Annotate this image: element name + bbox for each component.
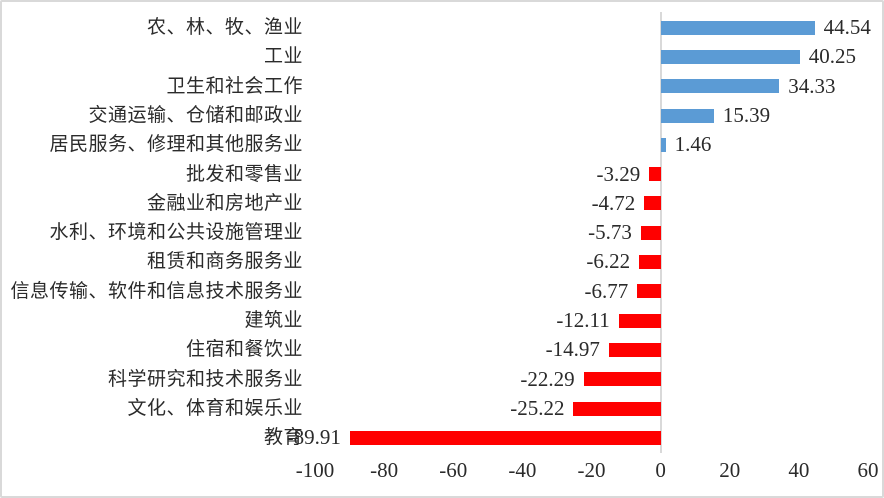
value-label: -3.29 bbox=[596, 161, 641, 186]
value-label: -6.22 bbox=[586, 249, 631, 274]
negative-bar bbox=[644, 196, 661, 211]
category-label: 住宿和餐饮业 bbox=[185, 339, 303, 361]
x-tick-label: -20 bbox=[577, 458, 606, 482]
category-label: 交通运输、仓储和邮政业 bbox=[88, 104, 303, 126]
bar-row: 住宿和餐饮业 -14.97 bbox=[2, 335, 882, 364]
category-label: 工业 bbox=[263, 46, 303, 68]
category-label: 建筑业 bbox=[244, 310, 303, 331]
bar-row: 交通运输、仓储和邮政业 15.39 bbox=[2, 101, 882, 130]
value-label: 34.33 bbox=[788, 73, 836, 98]
value-label: 40.25 bbox=[808, 44, 856, 69]
value-label: 44.54 bbox=[823, 15, 871, 39]
category-label: 金融业和房地产业 bbox=[146, 192, 303, 214]
bar-row: 建筑业 -12.11 bbox=[2, 306, 882, 335]
negative-bar bbox=[573, 401, 661, 416]
value-label: -25.22 bbox=[510, 395, 565, 420]
negative-bar bbox=[608, 342, 661, 357]
x-tick-label: 40 bbox=[788, 458, 810, 482]
value-label: -4.72 bbox=[591, 190, 636, 215]
positive-bar bbox=[660, 49, 800, 64]
bar-row: 工业 40.25 bbox=[2, 42, 882, 71]
x-tick-label: 0 bbox=[655, 458, 666, 482]
bar-row: 居民服务、修理和其他服务业 1.46 bbox=[2, 130, 882, 159]
bar-row: 农、林、牧、渔业 44.54 bbox=[2, 13, 882, 42]
category-label: 教育 bbox=[263, 427, 303, 449]
category-label: 农、林、牧、渔业 bbox=[146, 17, 303, 38]
category-label: 文化、体育和娱乐业 bbox=[127, 397, 303, 419]
bar-row: 金融业和房地产业 -4.72 bbox=[2, 189, 882, 218]
bar-row: 卫生和社会工作 34.33 bbox=[2, 72, 882, 101]
bar-row: 科学研究和技术服务业 -22.29 bbox=[2, 365, 882, 394]
x-tick-label: -80 bbox=[370, 458, 399, 482]
value-label: -22.29 bbox=[520, 366, 575, 391]
category-label: 信息传输、软件和信息技术服务业 bbox=[10, 280, 303, 302]
positive-bar bbox=[660, 108, 714, 123]
negative-bar bbox=[637, 284, 661, 299]
bar-row: 批发和零售业 -3.29 bbox=[2, 160, 882, 189]
negative-bar bbox=[618, 313, 661, 328]
negative-bar bbox=[583, 372, 661, 387]
value-label: -5.73 bbox=[588, 220, 632, 245]
negative-bar bbox=[649, 167, 661, 182]
category-label: 科学研究和技术服务业 bbox=[107, 368, 303, 390]
bar-row: 信息传输、软件和信息技术服务业 -6.77 bbox=[2, 277, 882, 306]
value-label: -12.11 bbox=[556, 308, 610, 332]
bar-row: 教育 -89.91 bbox=[2, 423, 882, 452]
positive-bar bbox=[660, 137, 666, 152]
negative-bar bbox=[639, 255, 661, 270]
category-label: 水利、环境和公共设施管理业 bbox=[49, 222, 303, 244]
negative-bar bbox=[349, 430, 661, 445]
x-tick-label: -60 bbox=[439, 458, 468, 482]
value-label: -89.91 bbox=[286, 425, 341, 450]
category-label: 卫生和社会工作 bbox=[166, 75, 303, 97]
category-label: 居民服务、修理和其他服务业 bbox=[49, 134, 303, 156]
value-label: 1.46 bbox=[674, 132, 712, 157]
negative-bar bbox=[640, 225, 661, 240]
x-tick-label: -40 bbox=[508, 458, 537, 482]
bar-row: 租赁和商务服务业 -6.22 bbox=[2, 247, 882, 276]
category-label: 批发和零售业 bbox=[185, 163, 303, 185]
value-label: -6.77 bbox=[584, 278, 629, 303]
bar-row: 文化、体育和娱乐业 -25.22 bbox=[2, 394, 882, 423]
value-label: -14.97 bbox=[545, 337, 600, 362]
x-tick-label: 20 bbox=[719, 458, 741, 482]
category-label: 租赁和商务服务业 bbox=[146, 251, 303, 273]
value-label: 15.39 bbox=[722, 102, 771, 127]
positive-bar bbox=[660, 20, 815, 35]
x-tick-label: -100 bbox=[295, 458, 335, 482]
bar-row: 水利、环境和公共设施管理业 -5.73 bbox=[2, 218, 882, 247]
positive-bar bbox=[660, 79, 780, 94]
x-tick-label: 60 bbox=[857, 458, 879, 482]
zero-axis-line bbox=[659, 12, 662, 453]
